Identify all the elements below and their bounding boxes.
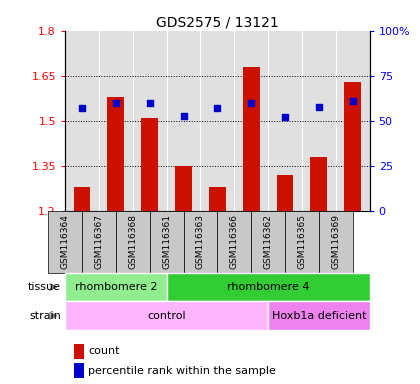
Point <box>282 114 289 121</box>
Text: control: control <box>147 311 186 321</box>
Point <box>214 105 221 111</box>
Bar <box>175 166 192 211</box>
Bar <box>141 118 158 211</box>
Bar <box>344 82 361 211</box>
Point <box>113 100 119 106</box>
Bar <box>276 175 294 211</box>
Bar <box>108 97 124 211</box>
Title: GDS2575 / 13121: GDS2575 / 13121 <box>156 16 279 30</box>
Bar <box>74 187 90 211</box>
Text: GSM116369: GSM116369 <box>331 214 340 270</box>
Text: GSM116363: GSM116363 <box>196 214 205 270</box>
Bar <box>243 67 260 211</box>
Bar <box>310 157 327 211</box>
Text: GSM116362: GSM116362 <box>264 215 273 269</box>
Text: GSM116365: GSM116365 <box>297 214 307 270</box>
Text: GSM116368: GSM116368 <box>128 214 137 270</box>
Point <box>349 98 356 104</box>
Text: GSM116361: GSM116361 <box>162 214 171 270</box>
Text: GSM116366: GSM116366 <box>230 214 239 270</box>
Point <box>248 100 255 106</box>
Text: strain: strain <box>29 311 61 321</box>
Text: Hoxb1a deficient: Hoxb1a deficient <box>272 311 366 321</box>
Point <box>180 113 187 119</box>
Text: tissue: tissue <box>28 282 61 292</box>
Text: GSM116367: GSM116367 <box>94 214 103 270</box>
Text: GSM116364: GSM116364 <box>60 215 70 269</box>
Bar <box>209 187 226 211</box>
Point <box>315 103 322 109</box>
Text: rhombomere 2: rhombomere 2 <box>75 282 157 292</box>
Text: percentile rank within the sample: percentile rank within the sample <box>88 366 276 376</box>
Text: count: count <box>88 346 120 356</box>
Text: rhombomere 4: rhombomere 4 <box>227 282 310 292</box>
Point <box>146 100 153 106</box>
Point <box>79 105 85 111</box>
